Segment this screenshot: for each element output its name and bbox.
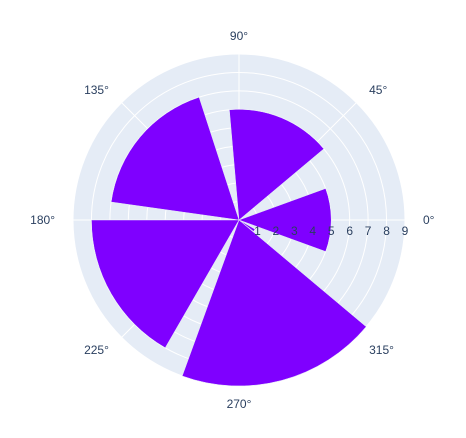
bar-wedge: [238, 219, 256, 232]
angular-tick-label: 0°: [423, 213, 435, 227]
angular-tick-label: 180°: [30, 213, 55, 227]
bar-wedge: [110, 96, 240, 221]
angular-tick-label: 225°: [84, 343, 109, 357]
bar-series: [91, 96, 367, 387]
angular-tick-label: 90°: [230, 29, 248, 43]
angular-tick-label: 315°: [369, 343, 394, 357]
angular-tick-label: 270°: [227, 397, 252, 411]
radial-tick-label: 7: [365, 224, 372, 238]
bar-wedge: [238, 188, 332, 252]
angular-tick-label: 135°: [84, 83, 109, 97]
bar-wedge: [91, 219, 240, 349]
radial-tick-label: 1: [254, 224, 261, 238]
radial-tick-label: 4: [309, 224, 316, 238]
radial-tick-label: 5: [328, 224, 335, 238]
radial-tick-label: 9: [402, 224, 409, 238]
angular-tick-label: 45°: [369, 83, 387, 97]
radial-tick-label: 8: [383, 224, 390, 238]
angular-tick-labels: 0° 45° 90° 135° 180° 225° 270° 315°: [30, 29, 435, 411]
bar-wedge: [181, 219, 367, 387]
radial-tick-label: 3: [291, 224, 298, 238]
bar-wedge: [229, 109, 325, 221]
radial-tick-label: 6: [346, 224, 353, 238]
radial-tick-label: 2: [273, 224, 280, 238]
